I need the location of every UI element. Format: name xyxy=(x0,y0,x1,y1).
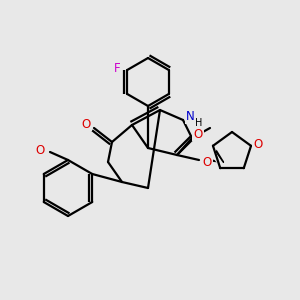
Text: O: O xyxy=(254,138,262,151)
Text: N: N xyxy=(186,110,194,124)
Text: O: O xyxy=(35,143,45,157)
Text: H: H xyxy=(195,118,203,128)
Text: O: O xyxy=(202,155,211,169)
Text: O: O xyxy=(81,118,91,130)
Text: F: F xyxy=(114,62,121,76)
Text: O: O xyxy=(194,128,202,140)
